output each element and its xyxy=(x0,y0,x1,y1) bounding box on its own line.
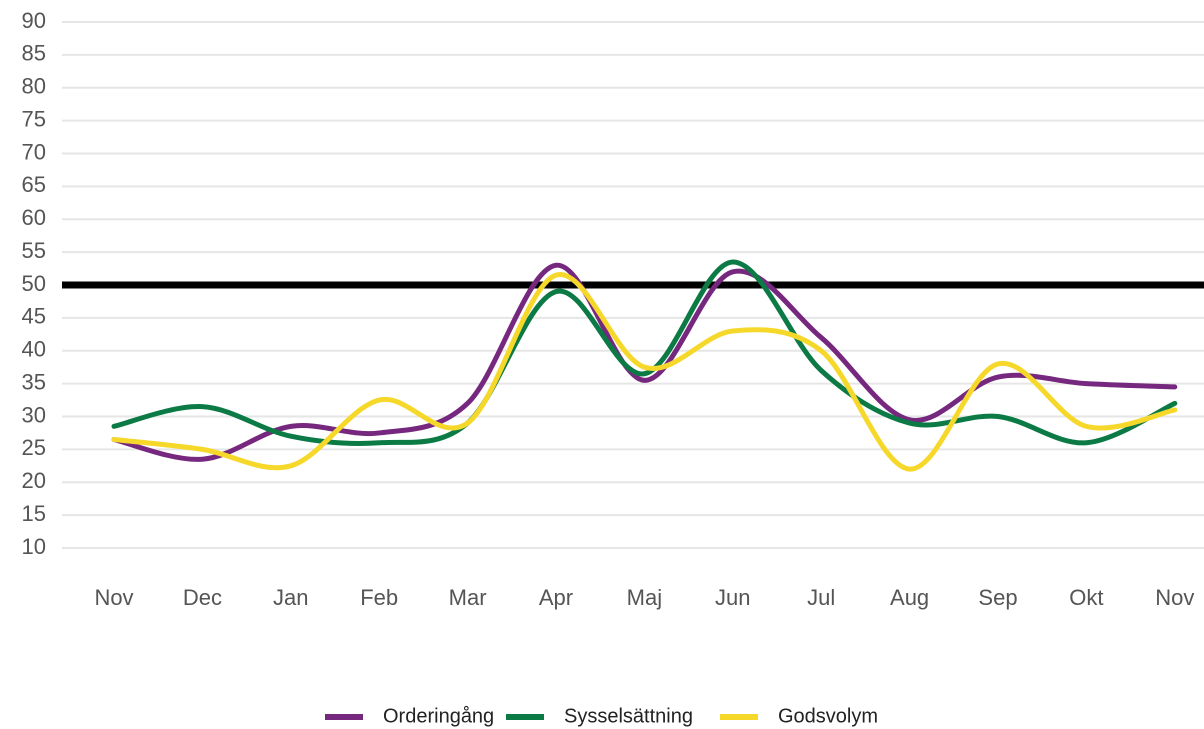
y-tick-label: 50 xyxy=(22,271,46,296)
x-tick-label: Nov xyxy=(1155,585,1194,610)
y-tick-label: 60 xyxy=(22,205,46,230)
legend-label: Sysselsättning xyxy=(564,705,693,727)
x-tick-label: Jul xyxy=(807,585,835,610)
line-series xyxy=(111,272,1178,472)
y-tick-label: 20 xyxy=(22,468,46,493)
x-tick-label: Sep xyxy=(978,585,1017,610)
x-tick-label: Maj xyxy=(627,585,662,610)
y-tick-label: 70 xyxy=(22,139,46,164)
y-tick-label: 25 xyxy=(22,435,46,460)
x-tick-label: Mar xyxy=(449,585,487,610)
y-tick-label: 55 xyxy=(22,238,46,263)
x-tick-label: Feb xyxy=(360,585,398,610)
x-tick-label: Apr xyxy=(539,585,573,610)
y-tick-label: 85 xyxy=(22,41,46,66)
legend: Orderingång Sysselsättning Godsvolym xyxy=(325,705,878,727)
y-tick-label: 65 xyxy=(22,172,46,197)
y-tick-label: 45 xyxy=(22,304,46,329)
legend-label: Godsvolym xyxy=(778,705,878,727)
y-tick-label: 40 xyxy=(22,337,46,362)
y-tick-label: 15 xyxy=(22,501,46,526)
x-tick-label: Jun xyxy=(715,585,750,610)
line-series xyxy=(111,259,1178,447)
line-series xyxy=(111,262,1178,462)
y-tick-label: 80 xyxy=(22,74,46,99)
y-tick-label: 90 xyxy=(22,8,46,33)
y-tick-label: 10 xyxy=(22,534,46,559)
legend-label: Orderingång xyxy=(383,705,494,727)
x-tick-label: Dec xyxy=(183,585,222,610)
y-tick-label: 35 xyxy=(22,369,46,394)
y-tick-label: 75 xyxy=(22,106,46,131)
x-tick-label: Jan xyxy=(273,585,308,610)
x-tick-label: Nov xyxy=(94,585,133,610)
x-tick-label: Aug xyxy=(890,585,929,610)
x-tick-label: Okt xyxy=(1069,585,1103,610)
y-tick-label: 30 xyxy=(22,402,46,427)
